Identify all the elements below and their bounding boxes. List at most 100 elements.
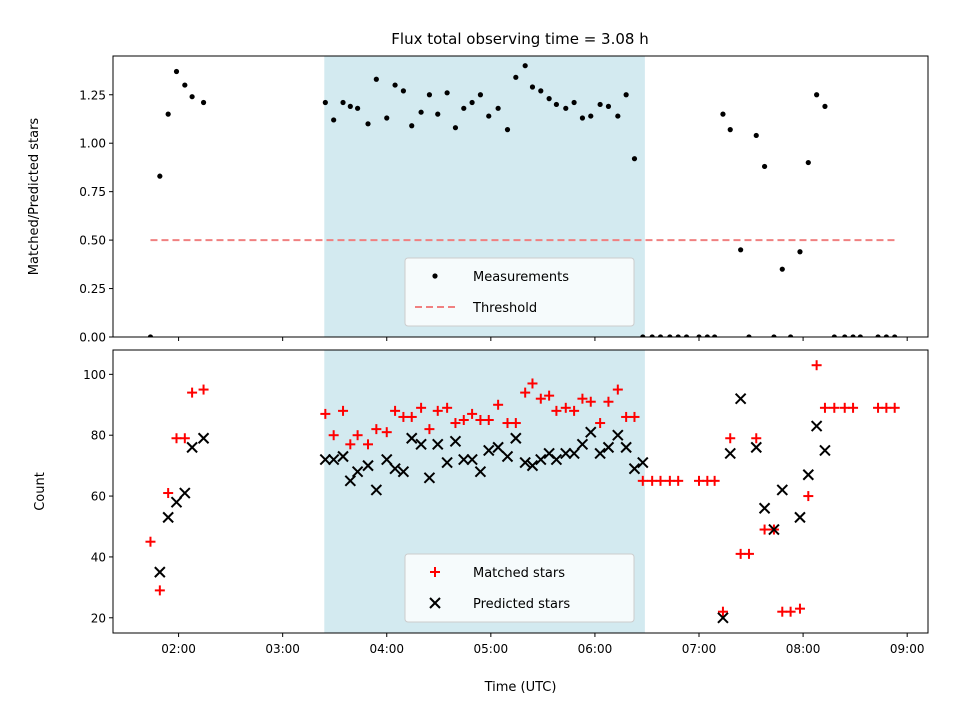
- data-point: [802, 469, 815, 481]
- data-point: [400, 88, 407, 94]
- data-point: [442, 402, 453, 413]
- y-tick-label: 80: [91, 429, 106, 443]
- data-point: [483, 414, 494, 425]
- data-point: [163, 488, 174, 499]
- data-point: [327, 453, 340, 466]
- data-point: [493, 399, 504, 410]
- x-tick-label: 06:00: [578, 642, 613, 656]
- data-point: [527, 378, 538, 389]
- data-point: [563, 105, 569, 111]
- legend-box: [404, 553, 635, 623]
- data-point: [495, 105, 501, 111]
- y-axis-label: Count: [33, 472, 48, 511]
- x-tick-label: 03:00: [265, 642, 300, 656]
- series-measurements: [147, 63, 898, 337]
- data-point: [788, 334, 794, 337]
- data-point: [381, 453, 393, 466]
- legend-entry: Threshold: [472, 301, 537, 316]
- data-point: [785, 606, 796, 617]
- data-point: [696, 334, 702, 337]
- data-point: [822, 103, 828, 109]
- data-point: [551, 405, 562, 416]
- data-point: [717, 612, 729, 624]
- data-point: [850, 334, 856, 337]
- data-point: [746, 334, 752, 337]
- data-point: [751, 433, 762, 444]
- data-point: [355, 105, 361, 111]
- data-point: [449, 435, 462, 447]
- data-point: [452, 125, 459, 131]
- legend-swatch: [430, 567, 440, 577]
- data-point: [338, 405, 349, 416]
- data-point: [389, 462, 401, 475]
- data-point: [187, 387, 198, 398]
- data-point: [657, 334, 664, 337]
- data-point: [328, 430, 339, 441]
- data-point: [628, 462, 641, 475]
- data-point: [198, 384, 209, 395]
- data-point: [667, 334, 673, 337]
- data-point: [147, 334, 154, 337]
- data-point: [370, 484, 383, 496]
- data-point: [165, 111, 171, 117]
- data-point: [550, 453, 563, 466]
- data-point: [344, 475, 357, 487]
- data-point: [750, 441, 762, 454]
- data-point: [761, 163, 768, 170]
- bottom-panel-counts: 20 40 60 80 100 02:00 03:00 04:00 05:00 06:00 07:0…: [33, 349, 929, 695]
- legend: Matched stars Predicted stars: [404, 553, 635, 623]
- data-point: [594, 447, 606, 460]
- data-point: [189, 94, 195, 100]
- data-point: [814, 92, 820, 98]
- data-point: [776, 484, 788, 496]
- data-point: [794, 511, 806, 524]
- y-tick-label: 60: [91, 490, 106, 504]
- data-point: [546, 96, 552, 102]
- legend-entry: Predicted stars: [473, 597, 570, 612]
- data-point: [154, 585, 165, 596]
- data-point: [522, 63, 528, 69]
- data-point: [623, 92, 629, 98]
- data-point: [579, 115, 586, 121]
- data-point: [829, 402, 840, 413]
- x-tick-label: 09:00: [890, 642, 925, 656]
- data-point: [529, 84, 536, 90]
- data-point: [322, 99, 328, 106]
- data-point: [397, 466, 410, 478]
- data-point: [373, 76, 379, 82]
- data-point: [200, 99, 207, 106]
- data-point: [725, 433, 736, 444]
- data-point: [620, 441, 632, 454]
- data-point: [520, 387, 531, 398]
- data-point: [406, 411, 417, 422]
- data-point: [743, 548, 754, 559]
- data-point: [576, 438, 589, 451]
- y-tick-label: 0.75: [79, 185, 106, 199]
- data-point: [538, 88, 544, 94]
- y-tick-label: 20: [91, 611, 106, 625]
- data-point: [179, 487, 191, 499]
- data-point: [340, 99, 346, 106]
- data-point: [504, 127, 511, 133]
- data-point: [571, 99, 577, 106]
- data-point: [811, 360, 822, 371]
- y-tick-label: 1.25: [79, 88, 106, 102]
- data-point: [892, 334, 898, 337]
- data-point: [588, 113, 594, 119]
- data-point: [337, 450, 349, 463]
- y-tick-label: 1.00: [79, 137, 106, 151]
- data-point: [585, 396, 596, 407]
- data-point: [526, 459, 539, 472]
- y-tick-label: 100: [83, 368, 106, 382]
- legend-entry: Measurements: [473, 270, 569, 285]
- x-tick-label: 02:00: [161, 642, 196, 656]
- data-point: [320, 408, 331, 419]
- data-point: [758, 502, 771, 514]
- data-point: [371, 424, 382, 435]
- data-point: [819, 402, 830, 413]
- data-point: [553, 101, 560, 108]
- x-tick-label: 05:00: [474, 642, 509, 656]
- data-point: [768, 523, 780, 536]
- data-point: [615, 113, 621, 119]
- data-point: [418, 109, 424, 115]
